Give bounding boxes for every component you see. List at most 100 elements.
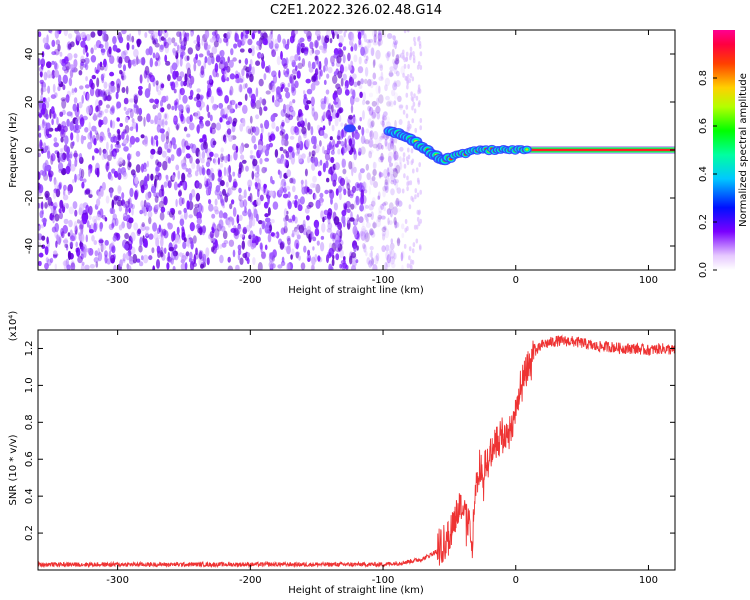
noise-blob: [292, 34, 296, 42]
noise-blob: [241, 68, 245, 77]
noise-blob: [206, 257, 210, 266]
noise-blob: [419, 125, 423, 131]
noise-blob: [124, 116, 129, 123]
noise-blob: [192, 235, 197, 244]
noise-blob: [264, 167, 268, 172]
noise-blob: [336, 86, 343, 96]
noise-blob: [406, 78, 409, 84]
noise-blob: [415, 238, 419, 244]
noise-blob: [389, 136, 394, 144]
noise-blob: [113, 264, 117, 270]
noise-blob: [224, 155, 229, 164]
noise-blob: [149, 98, 155, 104]
noise-blob: [365, 128, 370, 134]
noise-blob: [170, 250, 177, 261]
noise-blob: [297, 204, 303, 212]
noise-blob: [368, 260, 373, 268]
noise-blob: [84, 84, 90, 89]
noise-blob: [104, 40, 109, 50]
noise-blob: [245, 73, 250, 79]
noise-blob: [311, 75, 317, 83]
noise-blob: [416, 64, 420, 70]
noise-blob: [90, 47, 94, 54]
noise-blob: [150, 148, 156, 155]
noise-blob: [200, 121, 204, 127]
noise-blob: [100, 243, 104, 253]
noise-blob: [332, 144, 335, 152]
noise-blob: [235, 103, 238, 110]
noise-blob: [239, 199, 244, 208]
noise-blob: [323, 65, 326, 73]
noise-blob: [286, 169, 292, 178]
noise-blob: [350, 161, 355, 171]
noise-blob: [394, 220, 398, 229]
noise-blob: [73, 97, 78, 104]
noise-blob: [108, 46, 112, 55]
noise-blob: [205, 247, 210, 258]
noise-blob: [395, 70, 400, 77]
noise-blob: [230, 48, 234, 56]
noise-blob: [93, 113, 97, 122]
noise-blob: [378, 205, 383, 214]
noise-blob: [55, 39, 61, 46]
noise-blob: [401, 188, 405, 194]
noise-blob: [299, 115, 304, 124]
noise-blob: [351, 166, 354, 177]
noise-blob: [44, 202, 48, 209]
noise-blob: [116, 83, 121, 94]
noise-blob: [195, 192, 201, 202]
noise-blob: [152, 104, 157, 110]
noise-blob: [145, 233, 150, 239]
noise-blob: [229, 154, 233, 162]
noise-blob: [402, 55, 405, 61]
noise-blob: [177, 183, 181, 188]
noise-blob: [78, 224, 84, 231]
noise-blob: [244, 34, 249, 39]
noise-blob: [237, 244, 242, 251]
noise-blob: [220, 59, 224, 65]
noise-blob: [248, 218, 253, 229]
noise-blob: [308, 188, 313, 195]
noise-blob: [38, 132, 42, 138]
noise-blob: [312, 145, 317, 149]
noise-blob: [303, 133, 307, 139]
noise-blob: [366, 217, 369, 224]
noise-blob: [330, 55, 335, 65]
noise-blob: [138, 261, 144, 267]
noise-blob: [129, 98, 135, 103]
noise-blob: [259, 158, 263, 165]
noise-blob: [98, 147, 102, 156]
noise-blob: [372, 143, 378, 149]
noise-blob: [160, 206, 166, 213]
noise-blob: [413, 36, 416, 42]
noise-blob: [244, 206, 247, 214]
noise-blob: [409, 180, 413, 186]
noise-blob: [144, 88, 151, 99]
noise-blob: [320, 241, 325, 252]
noise-blob: [189, 155, 193, 164]
noise-blob: [52, 208, 57, 218]
signal-blob: [343, 124, 356, 133]
noise-blob: [148, 216, 152, 225]
noise-blob: [336, 109, 340, 117]
noise-blob: [81, 261, 85, 266]
noise-blob: [108, 132, 112, 139]
noise-blob: [218, 102, 224, 109]
noise-blob: [68, 77, 73, 87]
noise-blob: [102, 116, 108, 125]
noise-blob: [203, 40, 208, 50]
noise-blob: [363, 189, 368, 194]
noise-blob: [202, 134, 207, 140]
noise-blob: [192, 262, 197, 268]
noise-blob: [219, 244, 223, 249]
noise-blob: [370, 232, 376, 238]
noise-blob: [62, 65, 68, 72]
noise-blob: [417, 35, 421, 41]
noise-blob: [104, 254, 108, 264]
noise-blob: [361, 126, 365, 136]
noise-blob: [139, 74, 143, 84]
noise-blob: [69, 64, 75, 71]
noise-blob: [314, 254, 318, 262]
noise-blob: [186, 32, 190, 42]
noise-blob: [196, 34, 201, 44]
